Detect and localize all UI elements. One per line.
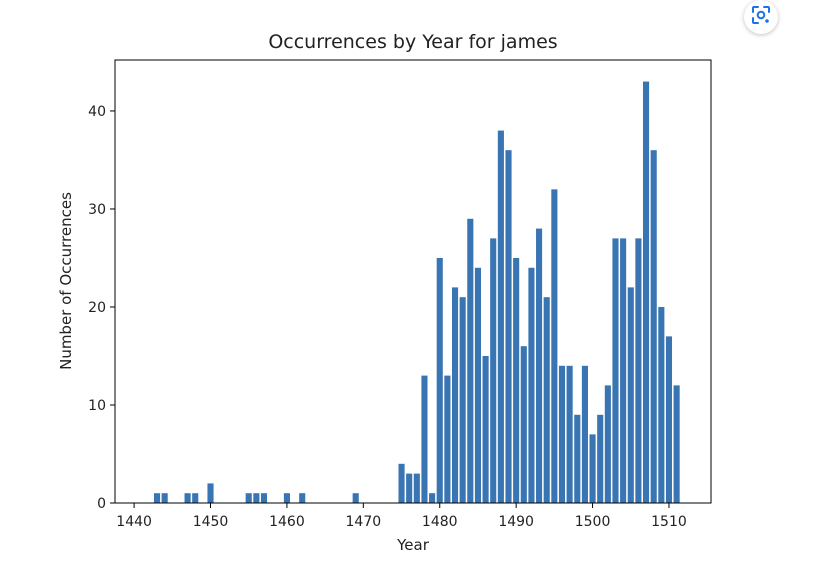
bar-1481: [444, 375, 451, 503]
bar-1486: [482, 355, 489, 503]
bar-1494: [543, 297, 550, 503]
bar-1493: [536, 228, 543, 503]
bar-1462: [299, 493, 306, 503]
bar-1444: [161, 493, 168, 503]
bar-1507: [642, 81, 650, 503]
bar-1500: [589, 434, 596, 503]
plot-frame: [114, 59, 712, 504]
chart-title: Occurrences by Year for james: [268, 31, 557, 53]
bar-1443: [153, 493, 161, 503]
bar-1501: [597, 414, 604, 503]
bar-1484: [467, 218, 474, 503]
bar-1504: [620, 238, 627, 503]
x-tick-label: 1440: [116, 514, 152, 530]
bar-1457: [260, 493, 268, 503]
bar-1509: [658, 306, 665, 503]
bar-1490: [513, 257, 520, 503]
bar-1480: [436, 257, 443, 503]
google-lens-icon: [751, 5, 771, 29]
bar-1455: [245, 493, 252, 503]
x-tick-label: 1450: [193, 514, 229, 530]
bars-group: [153, 81, 680, 504]
bar-1488: [497, 130, 504, 503]
bar-1460: [283, 493, 290, 503]
x-axis-label: Year: [396, 536, 430, 554]
bar-1487: [490, 238, 497, 503]
bar-1491: [520, 346, 527, 503]
x-axis-ticks: 1440 1450 1460 1470 1480 1490 1500 1510: [116, 503, 687, 530]
bar-1447: [184, 493, 191, 503]
y-tick-label: 10: [88, 398, 106, 414]
bar-1496: [558, 365, 566, 503]
bar-1499: [581, 365, 588, 503]
bar-1448: [192, 493, 199, 503]
bar-1483: [459, 297, 466, 503]
bar-1456: [253, 493, 260, 503]
bar-1469: [352, 493, 359, 503]
bar-1497: [566, 365, 573, 503]
y-tick-label: 20: [88, 300, 106, 316]
bar-1482: [451, 287, 459, 503]
y-axis-ticks: 0 10 20 30 40: [88, 104, 115, 512]
bar-1503: [612, 238, 619, 503]
bar-1479: [429, 493, 436, 503]
y-tick-label: 0: [97, 496, 106, 512]
bar-1510: [665, 336, 673, 503]
bar-1495: [551, 189, 558, 503]
y-axis-label: Number of Occurrences: [57, 192, 75, 370]
bar-1506: [635, 238, 642, 503]
bar-1477: [413, 473, 420, 503]
x-tick-label: 1510: [651, 514, 687, 530]
x-tick-label: 1500: [575, 514, 611, 530]
bar-1485: [474, 267, 481, 503]
bar-1505: [627, 287, 634, 503]
bar-1476: [406, 473, 413, 503]
bar-1450: [207, 483, 214, 503]
x-tick-label: 1460: [269, 514, 305, 530]
bar-1478: [421, 375, 428, 503]
bar-1508: [650, 150, 657, 504]
google-lens-button[interactable]: [744, 0, 778, 34]
bar-1475: [398, 463, 405, 503]
bar-1502: [604, 385, 611, 503]
x-tick-label: 1490: [498, 514, 534, 530]
y-tick-label: 40: [88, 104, 106, 120]
y-tick-label: 30: [88, 202, 106, 218]
bar-1498: [574, 414, 581, 503]
bar-1492: [528, 267, 535, 503]
x-tick-label: 1480: [422, 514, 458, 530]
bar-1511: [673, 385, 680, 503]
x-tick-label: 1470: [346, 514, 382, 530]
bar-1489: [505, 150, 512, 504]
